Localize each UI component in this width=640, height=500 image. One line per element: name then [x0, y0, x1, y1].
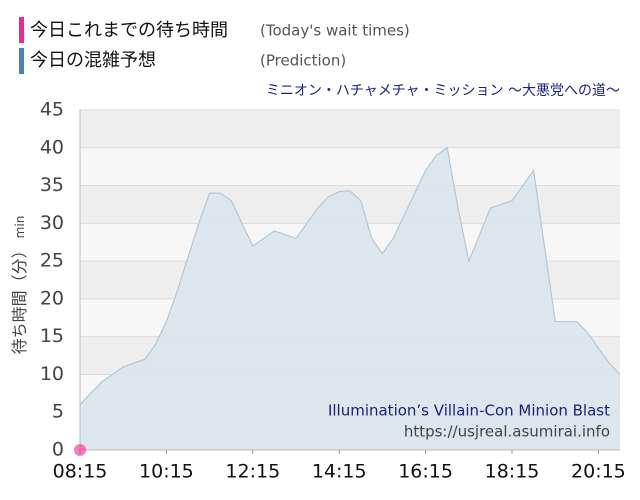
data-point [74, 444, 86, 456]
area-fill [80, 147, 620, 450]
legend-label-en: (Prediction) [260, 52, 346, 70]
x-tick-label: 18:15 [485, 461, 540, 483]
y-tick-label: 0 [52, 439, 64, 461]
x-tick-label: 16:15 [398, 461, 453, 483]
y-tick-label: 30 [40, 212, 64, 234]
y-tick-label: 25 [40, 250, 64, 272]
grid-band [80, 110, 620, 148]
legend-label: 今日これまでの待ち時間 [30, 20, 228, 41]
legend-swatch [19, 17, 24, 43]
area-line [79, 146, 621, 406]
y-tick-label: 40 [40, 136, 64, 158]
legend-label-en: (Today's wait times) [260, 22, 410, 40]
x-tick-label: 14:15 [312, 461, 367, 483]
annotation: https://usjreal.asumirai.info [404, 423, 610, 441]
y-tick-label: 45 [40, 99, 64, 121]
x-tick-label: 10:15 [139, 461, 194, 483]
x-tick-label: 20:15 [571, 461, 626, 483]
y-axis-label-text: 待ち時間（分） [10, 242, 29, 354]
x-tick-label: 12:15 [225, 461, 280, 483]
y-tick-label: 15 [40, 325, 64, 347]
legend-swatch [19, 48, 24, 74]
y-tick-label: 20 [40, 287, 64, 309]
legend-label: 今日の混雑予想 [30, 50, 156, 71]
subtitle: ミニオン・ハチャメチャ・ミッション ～大悪党への道～ [266, 83, 620, 99]
y-tick-label: 10 [40, 363, 64, 385]
x-tick-label: 08:15 [53, 461, 108, 483]
y-tick-label: 5 [52, 401, 64, 423]
plot-area: 0 5 10 15 20 25 30 35 40 45 08:15 10:15 12:15 14:15 16… [40, 99, 626, 483]
y-axis-label: 待ち時間（分） min [10, 216, 29, 355]
y-tick-label: 35 [40, 174, 64, 196]
y-axis-unit: min [13, 216, 27, 239]
annotation: Illumination’s Villain-Con Minion Blast [328, 402, 610, 420]
